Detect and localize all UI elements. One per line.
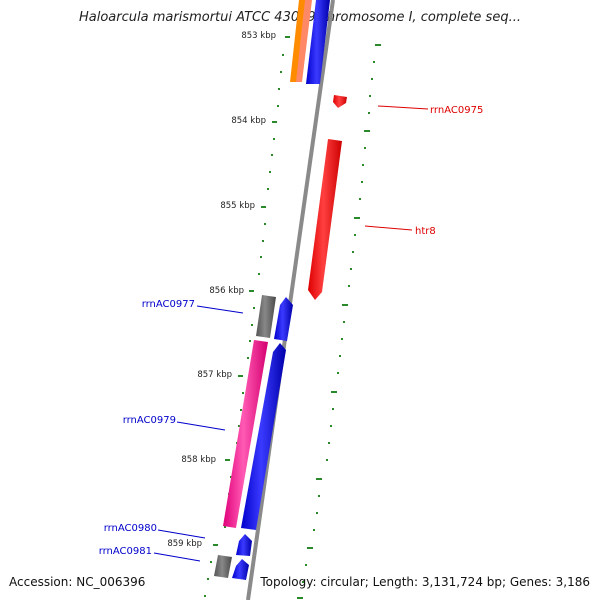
tick-label-858: 858 kbp [181, 455, 216, 465]
gene-rrnAC0981-trna [214, 555, 232, 578]
gene-rrnAC0981[interactable] [232, 559, 249, 580]
tick-label-857: 857 kbp [197, 370, 232, 380]
gene-rrnAC0977[interactable] [274, 297, 293, 341]
right-tick-ring [297, 44, 381, 599]
gene-label-rrnAC0975[interactable]: rrnAC0975 [430, 105, 483, 116]
gene-label-rrnAC0980[interactable]: rrnAC0980 [104, 523, 157, 534]
gene-rrnAC0979[interactable] [223, 340, 268, 528]
tick-label-856: 856 kbp [209, 286, 244, 296]
feature-salmon [296, 0, 312, 82]
gene-label-htr8[interactable]: htr8 [415, 226, 436, 237]
tick-label-859: 859 kbp [167, 539, 202, 549]
genome-stats-text: Topology: circular; Length: 3,131,724 bp… [260, 575, 590, 589]
feature-blue-top [306, 0, 330, 84]
leader-lines [153, 105, 429, 562]
accession-text: Accession: NC_006396 [9, 575, 146, 589]
left-tick-ring [204, 36, 290, 597]
gene-label-rrnAC0977[interactable]: rrnAC0977 [142, 299, 195, 310]
tick-label-855: 855 kbp [220, 201, 255, 211]
gene-rrnAC0977-trna [256, 295, 276, 338]
tick-label-853: 853 kbp [241, 31, 276, 41]
gene-rrnAC0979-cds[interactable] [241, 343, 286, 530]
gene-rrnAC0980[interactable] [236, 534, 252, 556]
gene-label-rrnAC0979[interactable]: rrnAC0979 [123, 415, 176, 426]
backbone-line [246, 0, 335, 600]
gene-htr8[interactable] [308, 139, 342, 300]
gene-rrnAC0975[interactable] [333, 95, 347, 108]
gene-label-rrnAC0981[interactable]: rrnAC0981 [99, 546, 152, 557]
tick-label-854: 854 kbp [231, 116, 266, 126]
